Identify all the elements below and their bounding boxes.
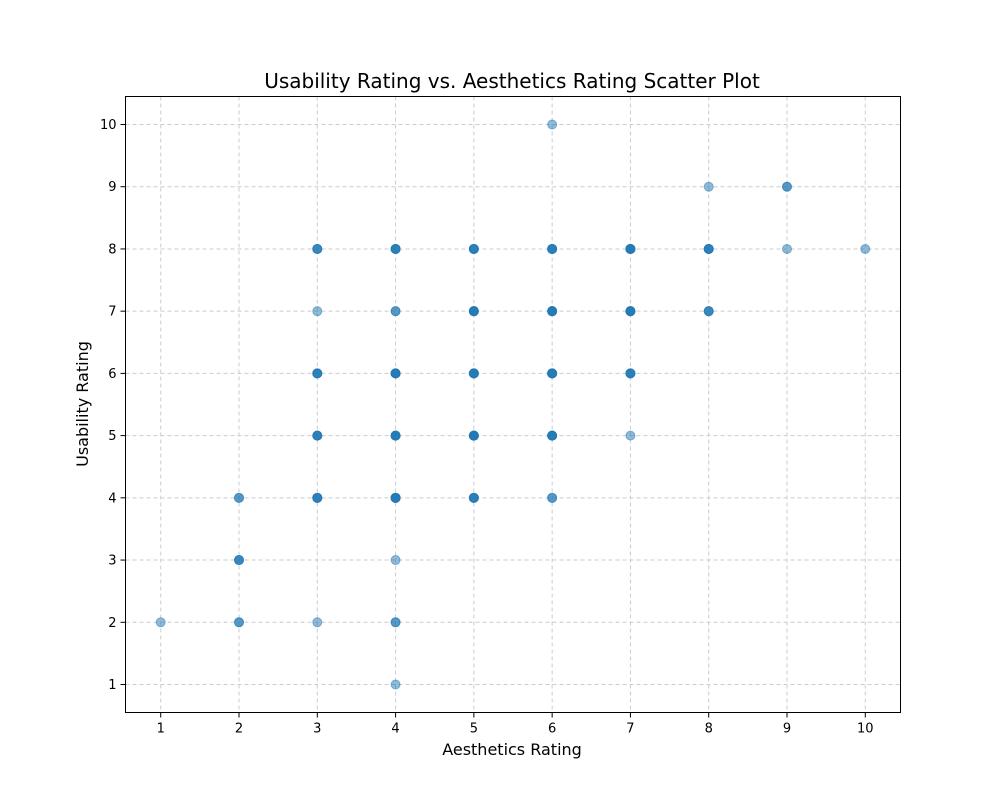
y-tick-label: 2 bbox=[108, 616, 116, 631]
scatter-point bbox=[390, 679, 401, 690]
y-tick-label: 3 bbox=[108, 554, 116, 569]
x-tick-label: 7 bbox=[626, 722, 634, 737]
scatter-point bbox=[703, 306, 714, 317]
x-tick-label: 6 bbox=[548, 722, 556, 737]
data-points bbox=[155, 119, 871, 690]
scatter-point bbox=[781, 181, 792, 192]
scatter-point bbox=[312, 492, 323, 503]
y-tick-label: 7 bbox=[108, 305, 116, 320]
x-axis-ticks: 1 2 3 4 5 6 7 8 9 10 bbox=[157, 712, 874, 737]
scatter-point bbox=[312, 243, 323, 254]
y-axis-label: Usability Rating bbox=[73, 341, 92, 467]
scatter-point bbox=[547, 492, 558, 503]
scatter-point bbox=[234, 617, 245, 628]
scatter-point bbox=[703, 181, 714, 192]
scatter-point bbox=[234, 492, 245, 503]
y-tick-label: 1 bbox=[108, 678, 116, 693]
y-tick-label: 5 bbox=[108, 429, 116, 444]
x-tick-label: 9 bbox=[783, 722, 791, 737]
scatter-point bbox=[547, 243, 558, 254]
x-tick-label: 8 bbox=[705, 722, 713, 737]
scatter-point bbox=[390, 368, 401, 379]
scatter-point bbox=[625, 306, 636, 317]
scatter-point bbox=[312, 617, 323, 628]
chart-title: Usability Rating vs. Aesthetics Rating S… bbox=[264, 69, 760, 93]
x-tick-label: 2 bbox=[235, 722, 243, 737]
scatter-point bbox=[468, 243, 479, 254]
y-tick-label: 9 bbox=[108, 180, 116, 195]
x-tick-label: 1 bbox=[157, 722, 165, 737]
scatter-point bbox=[390, 430, 401, 441]
scatter-point bbox=[781, 243, 792, 254]
scatter-point bbox=[547, 368, 558, 379]
scatter-point bbox=[312, 368, 323, 379]
scatter-point bbox=[234, 555, 245, 566]
y-tick-label: 8 bbox=[108, 242, 116, 257]
scatter-point bbox=[625, 243, 636, 254]
y-tick-label: 4 bbox=[108, 491, 116, 506]
scatter-point bbox=[468, 492, 479, 503]
plot-frame bbox=[125, 96, 901, 713]
scatter-point bbox=[860, 243, 871, 254]
scatter-point bbox=[547, 430, 558, 441]
scatter-point bbox=[625, 368, 636, 379]
scatter-point bbox=[390, 306, 401, 317]
scatter-point bbox=[468, 430, 479, 441]
y-axis-ticks: 1 2 3 4 5 6 7 8 9 10 bbox=[100, 118, 126, 693]
scatter-point bbox=[547, 119, 558, 130]
scatter-point bbox=[390, 555, 401, 566]
scatter-point bbox=[312, 430, 323, 441]
y-tick-label: 10 bbox=[100, 118, 117, 133]
scatter-point bbox=[312, 306, 323, 317]
grid-lines bbox=[125, 96, 901, 713]
scatter-point bbox=[625, 430, 636, 441]
scatter-point bbox=[390, 617, 401, 628]
scatter-point bbox=[155, 617, 166, 628]
scatter-point bbox=[468, 368, 479, 379]
x-tick-label: 10 bbox=[857, 722, 874, 737]
scatter-point bbox=[468, 306, 479, 317]
x-axis-label: Aesthetics Rating bbox=[442, 740, 582, 759]
x-tick-label: 4 bbox=[391, 722, 399, 737]
scatter-point bbox=[390, 243, 401, 254]
y-tick-label: 6 bbox=[108, 367, 116, 382]
scatter-point bbox=[547, 306, 558, 317]
x-tick-label: 5 bbox=[470, 722, 478, 737]
scatter-point bbox=[703, 243, 714, 254]
scatter-point bbox=[390, 492, 401, 503]
x-tick-label: 3 bbox=[313, 722, 321, 737]
